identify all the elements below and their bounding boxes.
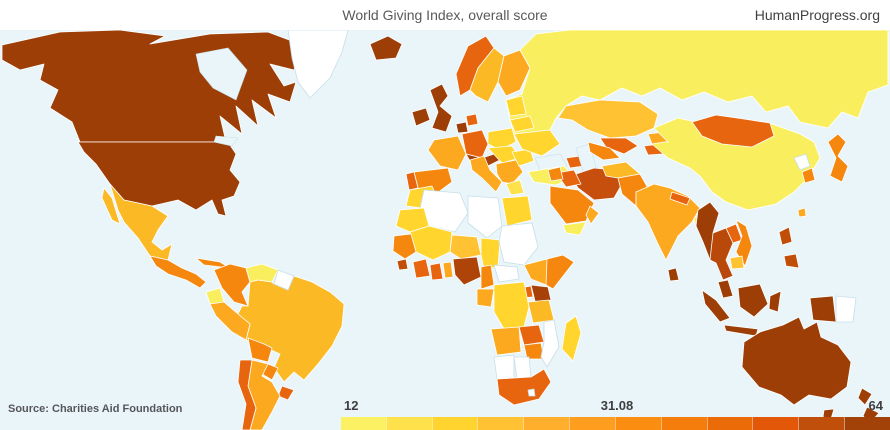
country-finland[interactable] bbox=[497, 49, 531, 97]
legend-mid-label: 31.08 bbox=[600, 398, 634, 413]
country-bolivia[interactable] bbox=[247, 337, 273, 363]
country-ghana[interactable] bbox=[429, 262, 444, 281]
legend-swatch bbox=[844, 417, 890, 430]
legend-color-bar[interactable] bbox=[341, 417, 890, 430]
country-levant[interactable] bbox=[547, 166, 564, 182]
country-libya[interactable] bbox=[467, 195, 503, 239]
country-central-america[interactable] bbox=[149, 255, 207, 289]
country-russia[interactable] bbox=[505, 30, 889, 135]
country-gabon-congo[interactable] bbox=[476, 288, 495, 308]
country-japan[interactable] bbox=[827, 133, 849, 183]
legend-swatch bbox=[569, 417, 615, 430]
country-iraq[interactable] bbox=[555, 169, 582, 188]
choropleth-map bbox=[0, 30, 890, 430]
black-sea bbox=[534, 153, 568, 171]
country-papua-new-guinea[interactable] bbox=[835, 295, 857, 323]
legend-swatch bbox=[431, 417, 478, 430]
country-angola[interactable] bbox=[490, 326, 522, 356]
country-france[interactable] bbox=[427, 135, 467, 171]
humanprogress-link[interactable]: HumanProgress.org bbox=[754, 7, 880, 23]
country-netherlands[interactable] bbox=[455, 121, 469, 134]
country-turkmenistan[interactable] bbox=[587, 141, 621, 161]
country-taiwan[interactable] bbox=[797, 207, 807, 218]
country-mozambique[interactable] bbox=[540, 319, 560, 368]
legend-swatch bbox=[706, 417, 753, 430]
country-malaysia[interactable] bbox=[717, 279, 734, 299]
country-greece[interactable] bbox=[505, 179, 525, 196]
country-peru[interactable] bbox=[209, 301, 251, 341]
country-botswana[interactable] bbox=[513, 356, 532, 380]
country-south-africa[interactable] bbox=[496, 368, 552, 406]
country-denmark[interactable] bbox=[465, 113, 479, 127]
legend-swatch bbox=[614, 417, 661, 430]
country-egypt[interactable] bbox=[501, 195, 533, 227]
country-kazakhstan[interactable] bbox=[557, 99, 659, 139]
legend-swatch bbox=[385, 417, 432, 430]
country-sweden[interactable] bbox=[469, 47, 505, 103]
country-italy[interactable] bbox=[469, 155, 503, 193]
country-lesotho[interactable] bbox=[527, 388, 536, 397]
country-portugal[interactable] bbox=[405, 171, 419, 191]
country-mexico[interactable] bbox=[101, 183, 173, 261]
country-cambodia[interactable] bbox=[729, 255, 745, 270]
legend-swatch bbox=[660, 417, 707, 430]
country-ukraine[interactable] bbox=[513, 129, 561, 157]
country-iceland[interactable] bbox=[369, 35, 403, 61]
country-ireland[interactable] bbox=[411, 107, 431, 127]
country-belarus[interactable] bbox=[509, 115, 535, 133]
legend-swatch bbox=[798, 417, 845, 430]
legend-swatch bbox=[523, 417, 570, 430]
country-greenland[interactable] bbox=[287, 30, 349, 99]
legend-swatch bbox=[341, 417, 386, 430]
country-nigeria[interactable] bbox=[452, 256, 482, 286]
country-baltics[interactable] bbox=[505, 95, 527, 117]
legend-min-label: 12 bbox=[344, 398, 359, 413]
country-south-korea[interactable] bbox=[801, 167, 816, 184]
country-philippines[interactable] bbox=[778, 226, 800, 269]
country-north-korea[interactable] bbox=[793, 153, 811, 171]
hudson-bay bbox=[195, 47, 248, 101]
country-oman[interactable] bbox=[585, 205, 600, 225]
country-tanzania[interactable] bbox=[527, 299, 555, 324]
header: World Giving Index, overall score HumanP… bbox=[0, 0, 890, 30]
legend-swatch bbox=[477, 417, 524, 430]
country-colombia[interactable] bbox=[213, 263, 251, 307]
legend-swatch bbox=[752, 417, 799, 430]
country-somalia[interactable] bbox=[545, 254, 575, 290]
country-germany[interactable] bbox=[461, 129, 489, 159]
country-guyanas[interactable] bbox=[273, 269, 295, 291]
country-usa[interactable] bbox=[77, 141, 241, 217]
country-sri-lanka[interactable] bbox=[667, 267, 680, 282]
legend-max-label: 64 bbox=[868, 398, 883, 413]
country-yemen[interactable] bbox=[562, 221, 587, 236]
country-uk[interactable] bbox=[429, 83, 453, 133]
country-niger[interactable] bbox=[449, 234, 482, 260]
country-chile[interactable] bbox=[237, 359, 257, 430]
country-uruguay[interactable] bbox=[277, 385, 295, 401]
country-vietnam[interactable] bbox=[735, 219, 753, 267]
country-venezuela[interactable] bbox=[245, 263, 279, 283]
country-madagascar[interactable] bbox=[561, 315, 582, 362]
country-chad[interactable] bbox=[480, 237, 501, 270]
country-central-african-republic[interactable] bbox=[493, 264, 520, 283]
country-saudi-arabia[interactable] bbox=[549, 185, 595, 225]
country-senegal[interactable] bbox=[392, 233, 417, 260]
country-sierra-leone[interactable] bbox=[396, 258, 409, 271]
country-mongolia[interactable] bbox=[691, 114, 775, 148]
country-togo-benin[interactable] bbox=[442, 261, 454, 279]
page-title: World Giving Index, overall score bbox=[342, 7, 548, 23]
country-uzbekistan[interactable] bbox=[599, 137, 639, 155]
country-ivory-coast[interactable] bbox=[412, 258, 431, 279]
country-namibia[interactable] bbox=[493, 354, 515, 380]
great-lakes bbox=[213, 135, 239, 147]
country-nepal[interactable] bbox=[669, 191, 691, 206]
source-attribution: Source: Charities Aid Foundation bbox=[8, 403, 183, 415]
